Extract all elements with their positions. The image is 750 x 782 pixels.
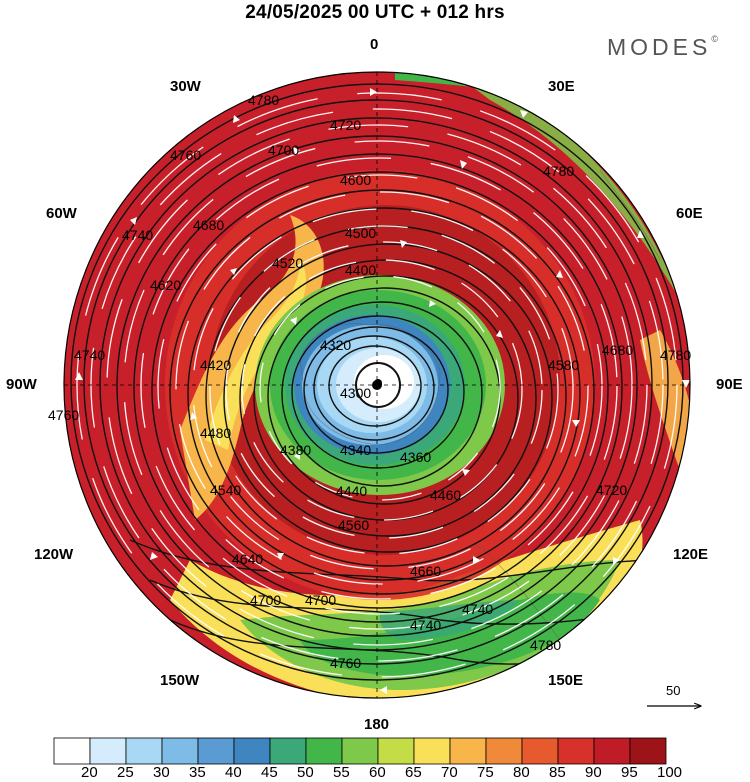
contour-label: 4320 [320, 337, 351, 353]
lon-label-0: 0 [370, 36, 379, 53]
lon-label-30e: 30E [548, 78, 575, 95]
colorbar-tick-label: 45 [261, 764, 278, 781]
colorbar-tick-label: 20 [81, 764, 98, 781]
contour-label: 4360 [400, 449, 431, 465]
colorbar-swatch [125, 737, 163, 765]
colorbar-tick-label: 95 [621, 764, 638, 781]
colorbar-swatch [197, 737, 235, 765]
colorbar [53, 737, 667, 765]
contour-label: 4500 [345, 225, 376, 241]
contour-label: 4680 [602, 342, 633, 358]
colorbar-swatch [557, 737, 595, 765]
contour-label: 4740 [410, 617, 441, 633]
map-title: 24/05/2025 00 UTC + 012 hrs [245, 2, 505, 23]
colorbar-tick-label: 50 [297, 764, 314, 781]
colorbar-tick-label: 25 [117, 764, 134, 781]
colorbar-tick-label: 85 [549, 764, 566, 781]
contour-label: 4460 [430, 487, 461, 503]
map-boundary [63, 71, 691, 699]
contour-label: 4720 [330, 117, 361, 133]
contour-label: 4300 [340, 385, 371, 401]
lon-label-30w: 30W [170, 78, 201, 95]
contour-label: 4640 [232, 551, 263, 567]
lon-label-120e: 120E [673, 546, 709, 563]
lon-label-60w: 60W [46, 205, 77, 222]
contour-label: 4440 [336, 483, 367, 499]
contour-label: 4780 [543, 163, 574, 179]
colorbar-tick-label: 60 [369, 764, 386, 781]
colorbar-swatch [233, 737, 271, 765]
wind-streamlines [76, 92, 678, 678]
contour-label: 4600 [340, 172, 371, 188]
colorbar-tick-label: 55 [333, 764, 350, 781]
lon-label-150e: 150E [548, 672, 584, 689]
colorbar-swatch [377, 737, 415, 765]
contour-label: 4700 [268, 142, 299, 158]
contour-label: 4420 [200, 357, 231, 373]
colorbar-tick-label: 35 [189, 764, 206, 781]
contour-label: 4720 [596, 482, 627, 498]
copyright-mark: © [711, 34, 718, 44]
colorbar-swatch [341, 737, 379, 765]
brand-text: MODES [607, 34, 712, 60]
contour-label: 4780 [248, 92, 279, 108]
contour-label: 4760 [48, 407, 79, 423]
contour-label: 4540 [210, 482, 241, 498]
colorbar-swatch [53, 737, 91, 765]
colorbar-tick-label: 40 [225, 764, 242, 781]
colorbar-tick-label: 100 [657, 764, 683, 781]
colorbar-swatch [161, 737, 199, 765]
colorbar-tick-label: 80 [513, 764, 530, 781]
colorbar-swatch [629, 737, 667, 765]
lon-label-150w: 150W [160, 672, 200, 689]
contour-label: 4400 [345, 262, 376, 278]
colorbar-tick-label: 90 [585, 764, 602, 781]
contour-label: 4560 [338, 517, 369, 533]
colorbar-tick-label: 30 [153, 764, 170, 781]
contour-label-group: 4780 4720 4700 4760 4740 4680 4660 4640 … [48, 92, 691, 671]
contour-label: 4700 [250, 592, 281, 608]
contour-label: 4780 [660, 347, 691, 363]
colorbar-swatch [449, 737, 487, 765]
contour-label: 4520 [272, 255, 303, 271]
contour-label: 4620 [150, 277, 181, 293]
contour-label: 4680 [193, 217, 224, 233]
colorbar-swatch [485, 737, 523, 765]
lon-label-120w: 120W [34, 546, 74, 563]
lon-label-90e: 90E [716, 376, 743, 393]
lon-label-90w: 90W [6, 376, 37, 393]
colorbar-tick-label: 65 [405, 764, 422, 781]
colorbar-swatch [413, 737, 451, 765]
low-pressure-center-marker [374, 379, 382, 387]
contour-label: 4700 [305, 592, 336, 608]
colorbar-swatch [521, 737, 559, 765]
colorbar-swatch [305, 737, 343, 765]
contour-label: 4740 [74, 347, 105, 363]
contour-label: 4780 [530, 637, 561, 653]
reference-vector-label: 50 [666, 683, 681, 698]
contour-label: 4760 [330, 655, 361, 671]
contour-label: 4740 [122, 227, 153, 243]
contour-label: 4340 [340, 442, 371, 458]
colorbar-swatch [269, 737, 307, 765]
lon-label-180: 180 [364, 716, 390, 733]
contour-label: 4580 [548, 357, 579, 373]
contour-label: 4380 [280, 442, 311, 458]
colorbar-swatch [593, 737, 631, 765]
contour-label: 4660 [410, 563, 441, 579]
contour-label: 4480 [200, 425, 231, 441]
modes-logo: MODES© [607, 34, 718, 61]
colorbar-tick-label: 70 [441, 764, 458, 781]
colorbar-swatch [89, 737, 127, 765]
contour-label: 4740 [462, 601, 493, 617]
lon-label-60e: 60E [676, 205, 703, 222]
streamline-arrowheads [75, 88, 690, 694]
contour-label: 4760 [170, 147, 201, 163]
colorbar-tick-label: 75 [477, 764, 494, 781]
